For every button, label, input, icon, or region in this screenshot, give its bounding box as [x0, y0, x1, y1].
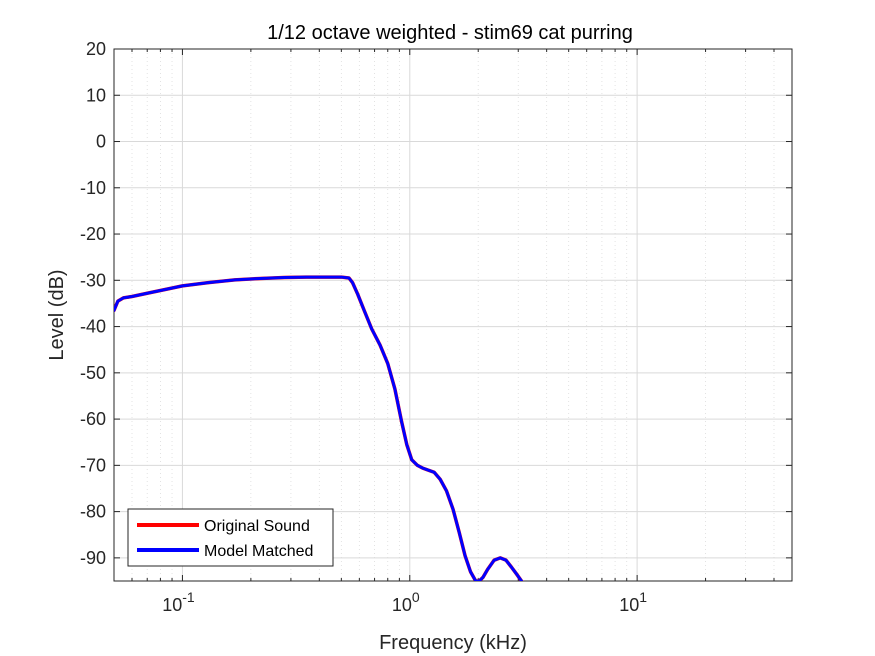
y-tick-label: -20 — [80, 224, 106, 244]
plot-area — [114, 49, 792, 581]
y-tick-label: -30 — [80, 270, 106, 290]
ticks: 10-1 100 10120100-10-20-30-40-50-60-70-80-… — [80, 39, 792, 615]
legend-label-model-matched: Model Matched — [204, 543, 313, 560]
axes-box — [113, 48, 793, 582]
y-tick-label: -80 — [80, 502, 106, 522]
x-tick-label: 100 — [392, 589, 420, 615]
legend: Original Sound Model Matched — [127, 508, 334, 567]
x-tick-label: 10-1 — [162, 589, 195, 615]
x-axis-label: Frequency (kHz) — [379, 632, 527, 654]
y-tick-label: -50 — [80, 363, 106, 383]
y-tick-label: 10 — [86, 85, 106, 105]
y-tick-label: -90 — [80, 548, 106, 568]
legend-box — [127, 508, 334, 567]
series-line-model-matched — [114, 275, 523, 581]
chart-title: 1/12 octave weighted - stim69 cat purrin… — [267, 22, 633, 44]
y-tick-label: -10 — [80, 178, 106, 198]
y-tick-label: -70 — [80, 455, 106, 475]
y-tick-label: -60 — [80, 409, 106, 429]
series-group — [114, 275, 524, 581]
y-axis-label: Level (dB) — [46, 269, 68, 360]
y-tick-label: -40 — [80, 317, 106, 337]
axes — [113, 48, 793, 582]
y-tick-label: 20 — [86, 39, 106, 59]
y-tick-label: 0 — [96, 132, 106, 152]
x-tick-label: 101 — [619, 589, 647, 615]
legend-label-original-sound: Original Sound — [204, 518, 310, 535]
